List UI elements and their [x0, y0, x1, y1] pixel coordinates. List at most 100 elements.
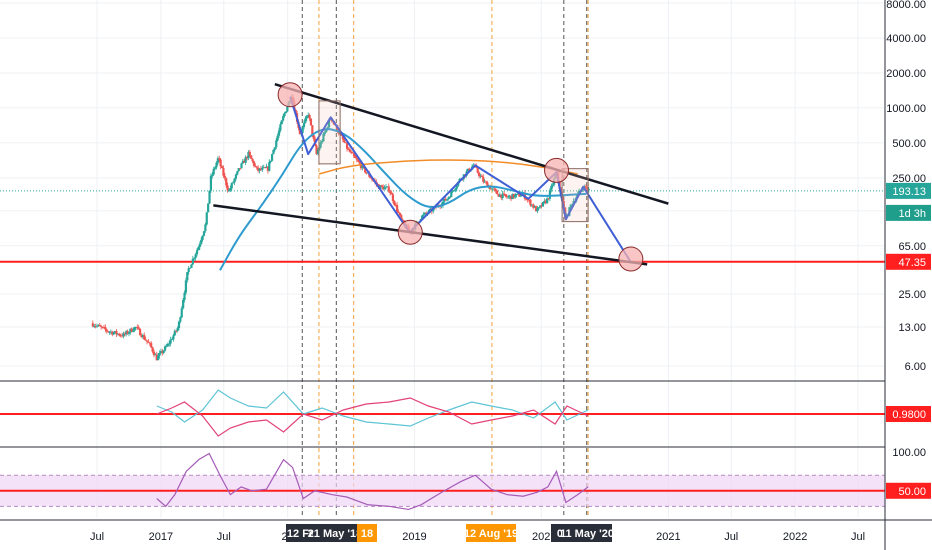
highlight-box[interactable] [318, 100, 341, 165]
candle-body [548, 190, 552, 199]
candle-body [390, 192, 393, 195]
candle-body [389, 191, 392, 193]
candle-body [236, 171, 239, 175]
price-axis-background[interactable] [885, 0, 932, 550]
candle-body [400, 215, 403, 220]
current-price-label: 193.13 [892, 186, 926, 198]
candle-body [184, 280, 188, 293]
candle-body [209, 175, 213, 191]
candle-body [532, 204, 535, 208]
candle-body [369, 176, 372, 179]
candle-body [344, 142, 347, 144]
moving-average-1-line[interactable] [219, 128, 587, 271]
candle-body [216, 158, 219, 163]
candle-body [397, 211, 400, 213]
candle-body [322, 133, 325, 142]
candle-body [421, 215, 424, 220]
candle-body [352, 153, 356, 157]
countdown-tag [886, 204, 931, 221]
candle-body [237, 168, 240, 172]
candle-body [234, 174, 238, 179]
candle-body [144, 339, 147, 341]
time-tick-label: 2021 [656, 531, 680, 543]
candle-body [502, 193, 506, 195]
pattern-drawing-line[interactable] [289, 96, 632, 263]
candle-body [269, 160, 272, 163]
candle-body [113, 331, 117, 333]
candle-body [441, 201, 445, 206]
moving-average-2-line[interactable] [318, 159, 578, 175]
candle-body [148, 342, 151, 344]
candle-body [572, 201, 575, 205]
candle-body [193, 257, 196, 259]
candle-body [432, 208, 435, 212]
highlight-circle[interactable] [277, 82, 303, 108]
candle-body [365, 172, 368, 174]
candle-body [133, 327, 136, 331]
candle-body [509, 195, 513, 200]
rsi-level-tag [886, 482, 931, 499]
candle-body [175, 330, 178, 332]
candle-body [486, 182, 489, 188]
candle-body [425, 212, 428, 214]
candle-body [111, 331, 114, 335]
candle-body [97, 324, 100, 326]
candle-body [539, 205, 542, 208]
candle-body [476, 167, 479, 173]
candle-body [546, 198, 549, 204]
candle-body [519, 195, 522, 197]
candle-body [515, 193, 518, 195]
price-tick-label: 4000.00 [886, 33, 926, 45]
candle-body [194, 254, 197, 258]
candle-body [273, 147, 276, 150]
candle-body [277, 130, 281, 136]
highlight-circle[interactable] [544, 157, 570, 183]
candle-body [177, 321, 181, 329]
candle-body [494, 189, 497, 191]
candle-body [220, 166, 224, 169]
candle-body [347, 148, 350, 150]
candle-body [166, 343, 169, 347]
time-tick-label: Jul [90, 531, 104, 543]
candle-body [126, 331, 129, 334]
candle-body [262, 167, 265, 169]
candle-body [163, 346, 167, 351]
candle-body [280, 120, 283, 125]
candle-body [577, 190, 581, 194]
support-line[interactable] [0, 190, 885, 263]
candle-body [190, 264, 193, 268]
candle-body [276, 135, 279, 141]
candle-body [350, 152, 353, 153]
lower-trendline-line[interactable] [213, 204, 648, 266]
highlight-circle[interactable] [397, 219, 423, 245]
candle-body [550, 186, 553, 191]
candle-body [325, 128, 328, 133]
indicator-panes [0, 380, 932, 511]
candle-body [484, 181, 488, 183]
candle-body [176, 328, 179, 331]
candle-body [302, 122, 306, 128]
candle-body [180, 308, 183, 318]
candle-body [187, 268, 190, 273]
candle-body [505, 196, 508, 198]
candle-body [118, 333, 121, 336]
candle-body [364, 166, 367, 173]
date-tag [466, 524, 516, 542]
candle-body [305, 115, 308, 119]
candle-body [98, 324, 101, 327]
drawing-series[interactable] [213, 83, 669, 271]
date-tag-label: 12 Aug '19 [464, 528, 518, 540]
candle-body [444, 198, 447, 201]
annotation-shapes[interactable] [277, 82, 644, 272]
candle-body [451, 190, 454, 192]
candle-body [429, 208, 432, 211]
candle-body [311, 125, 314, 136]
candle-body [541, 201, 545, 207]
candle-body [230, 183, 233, 189]
date-tag [357, 524, 377, 542]
candle-body [327, 119, 331, 128]
highlight-circle[interactable] [618, 246, 644, 272]
date-tag-label: 18 [361, 528, 373, 540]
